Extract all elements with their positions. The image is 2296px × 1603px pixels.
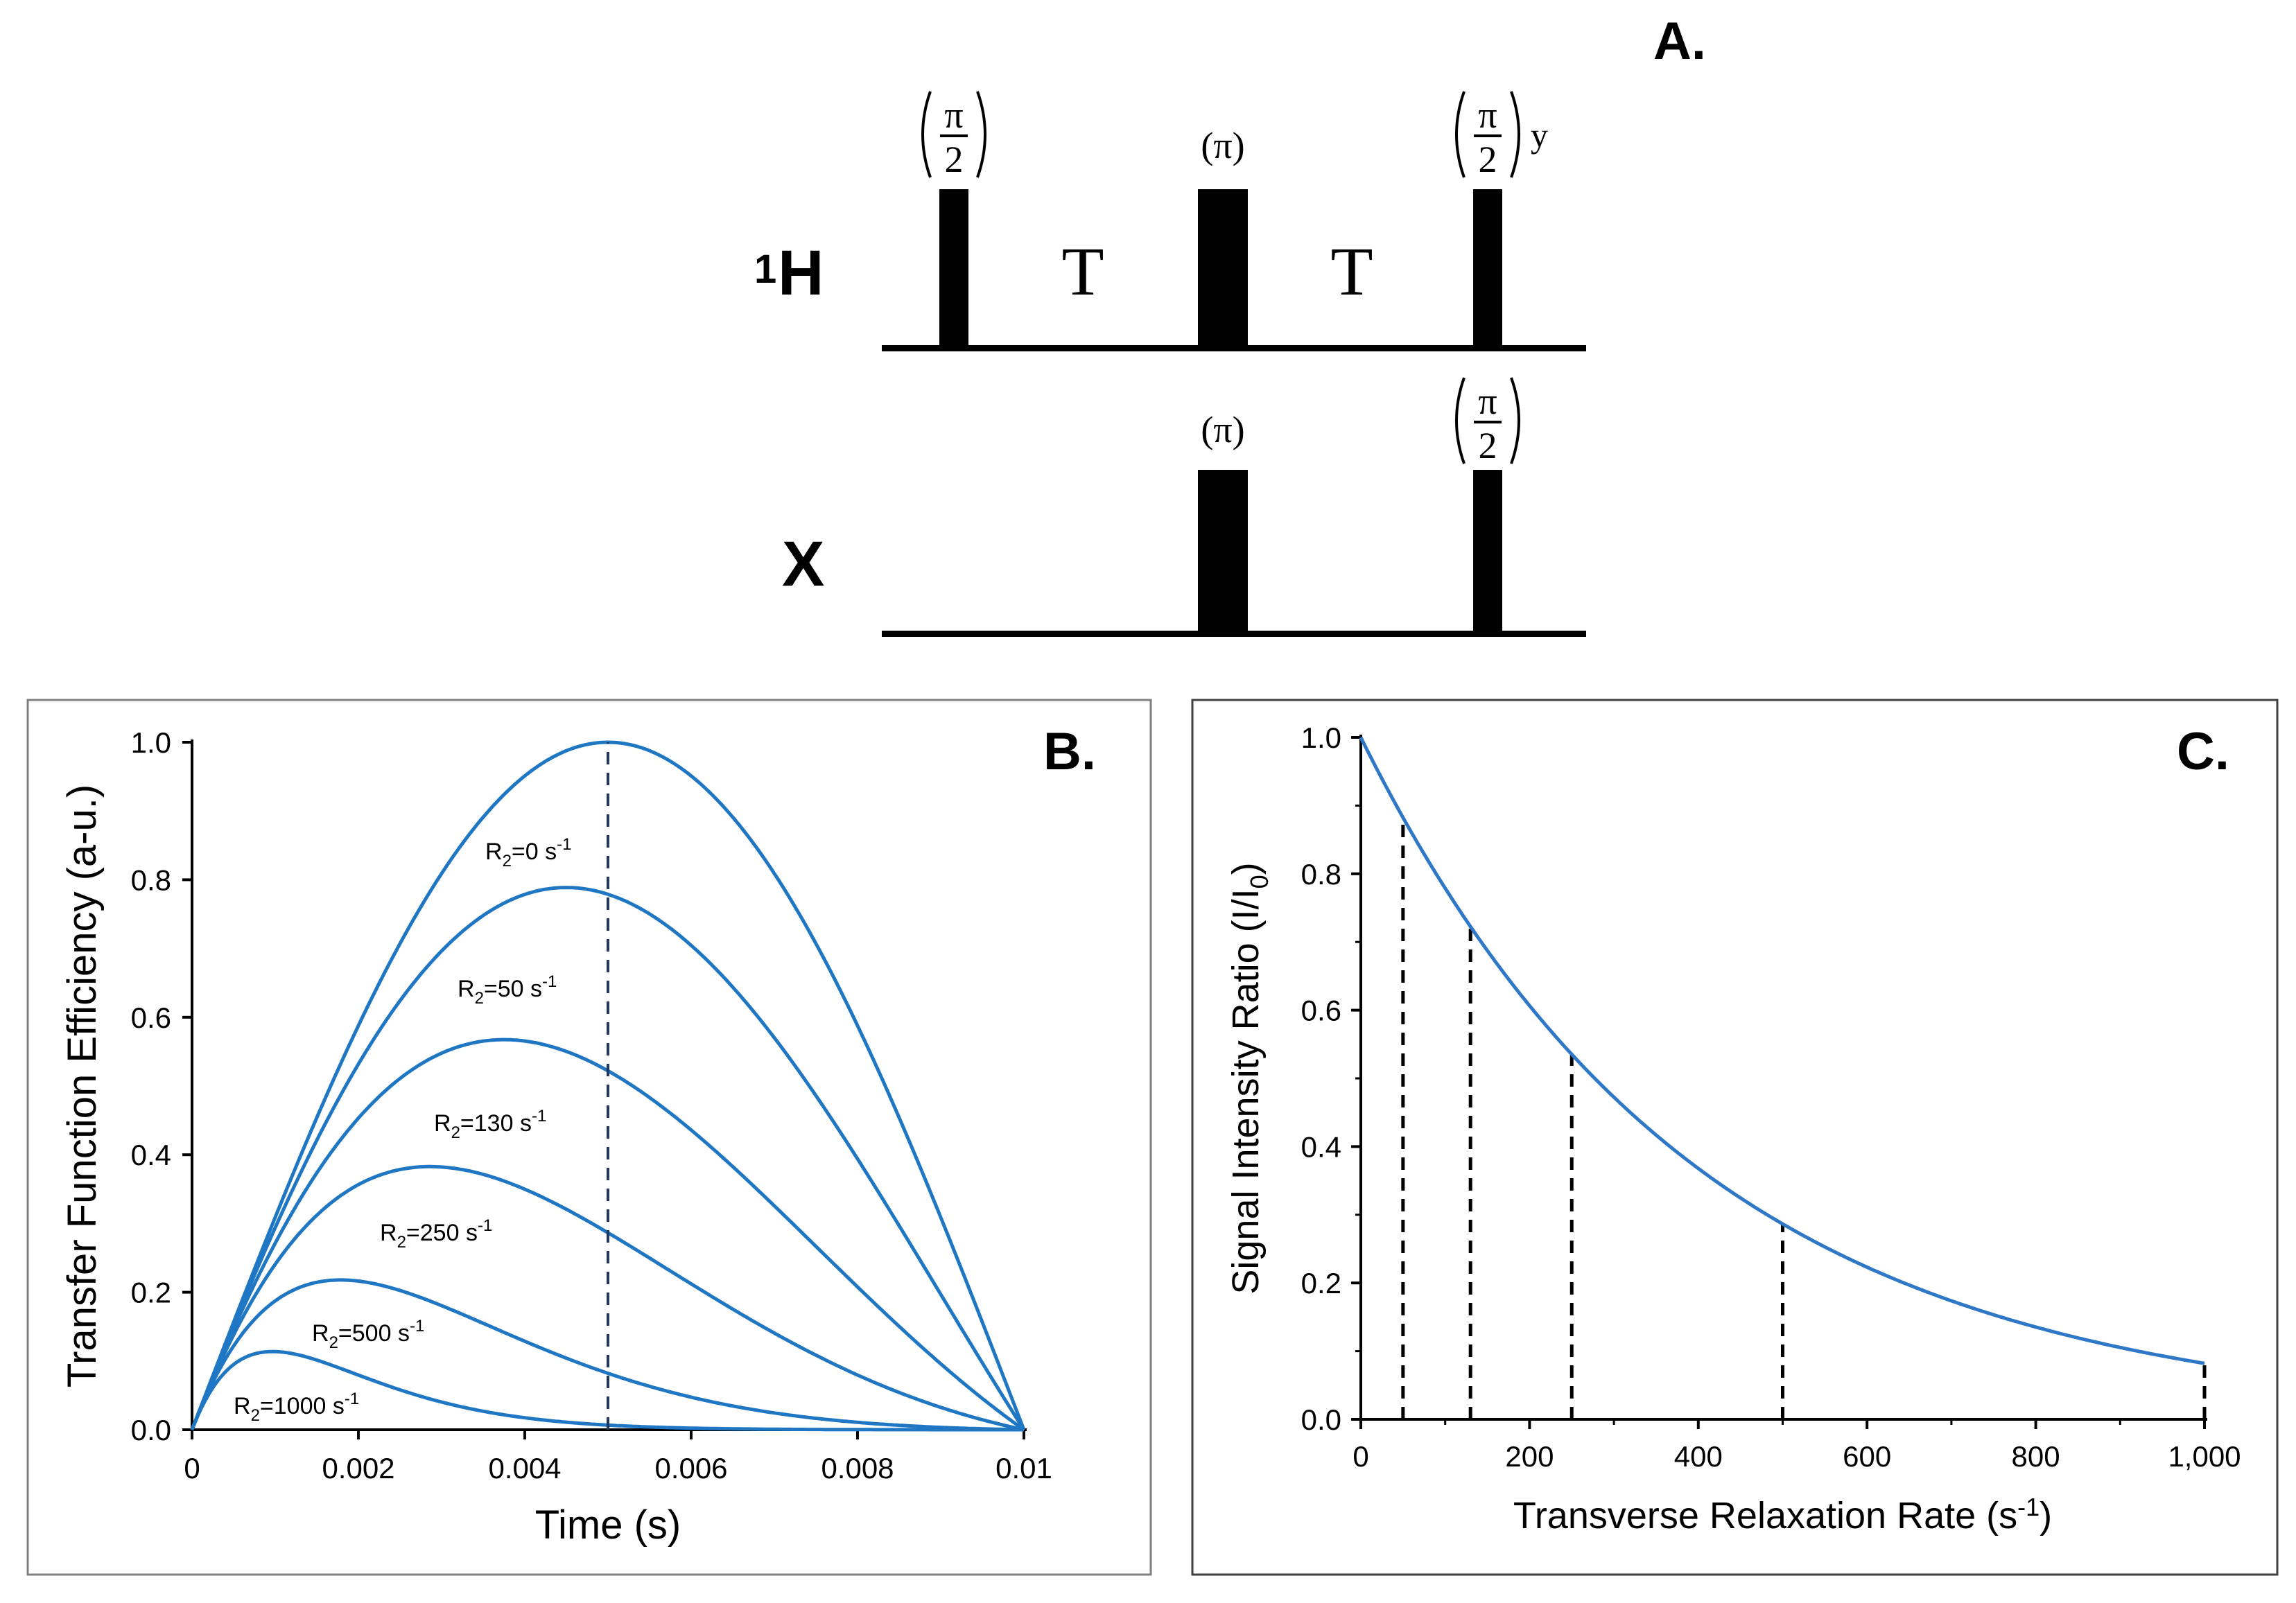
panel-b-label: B. bbox=[1043, 722, 1096, 781]
h-pulse-180 bbox=[1198, 189, 1248, 349]
paren-left bbox=[1455, 377, 1466, 464]
fraction-denominator: 2 bbox=[1479, 425, 1497, 466]
y-tick-label: 0.0 bbox=[131, 1414, 171, 1446]
channel-h-label: 1H bbox=[754, 238, 824, 308]
y-tick-label: 0.8 bbox=[1301, 858, 1341, 891]
x-tick-label: 200 bbox=[1505, 1440, 1554, 1473]
x-tick-label: 800 bbox=[2012, 1440, 2060, 1473]
series-line-1 bbox=[190, 886, 1026, 1431]
panel-c: C. 0.0 0.2 0.4 0.6 0.8 1.0 0 200 400 600 800 1,000 T… bbox=[1191, 699, 2279, 1576]
panel-a-label: A. bbox=[1653, 12, 1706, 71]
delay-t1: T bbox=[1061, 233, 1104, 310]
panel-c-frame bbox=[1191, 699, 2279, 1576]
h-pulse-90 bbox=[939, 189, 968, 349]
fraction-numerator: π bbox=[944, 94, 963, 136]
panel-b: B. 0.00.20.40.60.81.00 0.002 0.004 0.006 0.0… bbox=[26, 699, 1152, 1576]
x-tick-label: 0 bbox=[1353, 1440, 1368, 1473]
y-tick-label: 0.2 bbox=[1301, 1267, 1341, 1299]
series-label-1: R2=50 s-1 bbox=[458, 972, 557, 1008]
panel-c-label: C. bbox=[2177, 722, 2229, 781]
decay-curve bbox=[1359, 736, 2205, 1365]
paren-left bbox=[1455, 91, 1466, 178]
y-tick-label: 0.4 bbox=[131, 1139, 171, 1171]
panel-a: A. 1H T T X π2 (π)π2y(π)π2 bbox=[754, 12, 1706, 637]
paren-right bbox=[1510, 91, 1520, 178]
x-tick-label: 0.002 bbox=[322, 1452, 394, 1484]
h-pulse-90y-label: π2y bbox=[1455, 91, 1548, 180]
x-tick-label: 0.004 bbox=[488, 1452, 561, 1484]
x-tick-label: 0.01 bbox=[995, 1452, 1052, 1484]
y-tick-label: 0.8 bbox=[131, 864, 171, 896]
paren-right bbox=[1510, 377, 1520, 464]
x-tick-label: 400 bbox=[1674, 1440, 1723, 1473]
series-label-3: R2=250 s-1 bbox=[380, 1216, 492, 1252]
series-label-5: R2=1000 s-1 bbox=[234, 1390, 359, 1425]
fraction-bar bbox=[1474, 421, 1502, 423]
x-pulse-90-label: π2 bbox=[1455, 377, 1520, 466]
series-label-4: R2=500 s-1 bbox=[312, 1317, 424, 1352]
fraction-numerator: π bbox=[1478, 380, 1497, 422]
x-pulse-180-label: (π) bbox=[1201, 409, 1244, 450]
y-tick-label: 0.4 bbox=[1301, 1130, 1341, 1163]
x-tick-label: 600 bbox=[1843, 1440, 1891, 1473]
paren-right bbox=[976, 91, 986, 178]
delay-t2: T bbox=[1330, 233, 1373, 310]
y-tick-label: 1.0 bbox=[131, 726, 171, 759]
x-tick-label: 0.006 bbox=[654, 1452, 727, 1484]
x-axis-label: Transverse Relaxation Rate (s-1) bbox=[1513, 1493, 2052, 1536]
x-pulse-180 bbox=[1198, 470, 1248, 634]
h-pulse-90-label: π2 bbox=[921, 91, 986, 180]
fraction-denominator: 2 bbox=[1479, 139, 1497, 180]
y-axis-label: Signal Intensity Ratio (I/I0) bbox=[1225, 862, 1273, 1294]
h-pulse-90y bbox=[1473, 189, 1502, 349]
fraction-bar bbox=[1474, 134, 1502, 137]
x-tick-label: 0 bbox=[184, 1452, 200, 1484]
x-tick-label: 1,000 bbox=[2168, 1440, 2241, 1473]
y-tick-label: 0.0 bbox=[1301, 1403, 1341, 1436]
series-line-4 bbox=[190, 1278, 1025, 1432]
y-tick-label: 0.6 bbox=[131, 1001, 171, 1034]
y-tick-label: 1.0 bbox=[1301, 721, 1341, 754]
x-axis-label: Time (s) bbox=[535, 1503, 681, 1548]
panel-b-frame bbox=[26, 699, 1152, 1576]
fraction-denominator: 2 bbox=[945, 139, 964, 180]
y-axis-label: Transfer Function Efficiency (a-u.) bbox=[60, 785, 105, 1387]
fraction-numerator: π bbox=[1478, 94, 1497, 136]
series-label-2: R2=130 s-1 bbox=[434, 1107, 546, 1142]
h-pulse-180-label: (π) bbox=[1201, 125, 1244, 166]
y-tick-label: 0.2 bbox=[131, 1277, 171, 1309]
channel-x-label: X bbox=[782, 529, 824, 599]
paren-left bbox=[921, 91, 932, 178]
fraction-bar bbox=[940, 134, 968, 137]
x-tick-label: 0.008 bbox=[821, 1452, 894, 1484]
x-pulse-90 bbox=[1473, 470, 1502, 634]
chart-b: 0.0 0.2 0.4 0.6 0.8 1.0 0 0.002 0.004 0.006 0.008 0… bbox=[60, 726, 1052, 1548]
pulse-labels: π2 (π)π2y(π)π2 bbox=[921, 91, 1548, 466]
y-tick-label: 0.6 bbox=[1301, 995, 1341, 1027]
chart-c: 0.0 0.2 0.4 0.6 0.8 1.0 0 200 400 600 800 1,000 Tran… bbox=[1225, 721, 2241, 1536]
series-label-0: R2=0 s-1 bbox=[485, 835, 571, 870]
phase-y-label: y bbox=[1531, 116, 1548, 155]
